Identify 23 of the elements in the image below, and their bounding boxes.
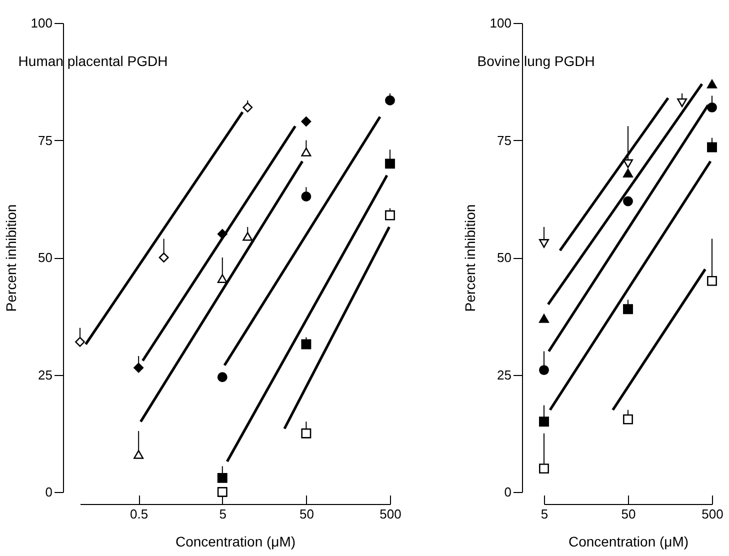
y-axis-title: Percent inhibition [2, 204, 19, 312]
y-tick-label: 25 [497, 367, 512, 382]
y-tick-label: 75 [497, 132, 512, 148]
y-tick-label: 100 [30, 16, 52, 30]
text: Human placental PGDH [18, 53, 168, 69]
y-tick-label: 0 [45, 484, 52, 500]
x-tick-label: 0.5 [130, 506, 148, 522]
text: Bovine lung PGDH [477, 53, 595, 69]
x-tick-label: 50 [299, 506, 314, 522]
y-tick-label: 50 [38, 250, 52, 265]
y-tick-label: 75 [38, 132, 52, 148]
x-axis-title: Concentration (μM) [175, 534, 296, 550]
y-axis-title: Percent inhibition [462, 204, 478, 312]
x-axis-title: Concentration (μM) [568, 534, 689, 550]
x-tick-label: 500 [380, 506, 402, 522]
x-tick-label: 5 [540, 506, 548, 522]
x-tick-label: 50 [621, 506, 636, 522]
y-tick-label: 0 [504, 484, 512, 500]
y-tick-label: 50 [497, 250, 512, 265]
y-tick-label: 25 [38, 367, 52, 382]
y-tick-label: 100 [490, 16, 512, 30]
x-tick-label: 500 [702, 506, 724, 522]
x-tick-label: 5 [219, 506, 227, 522]
